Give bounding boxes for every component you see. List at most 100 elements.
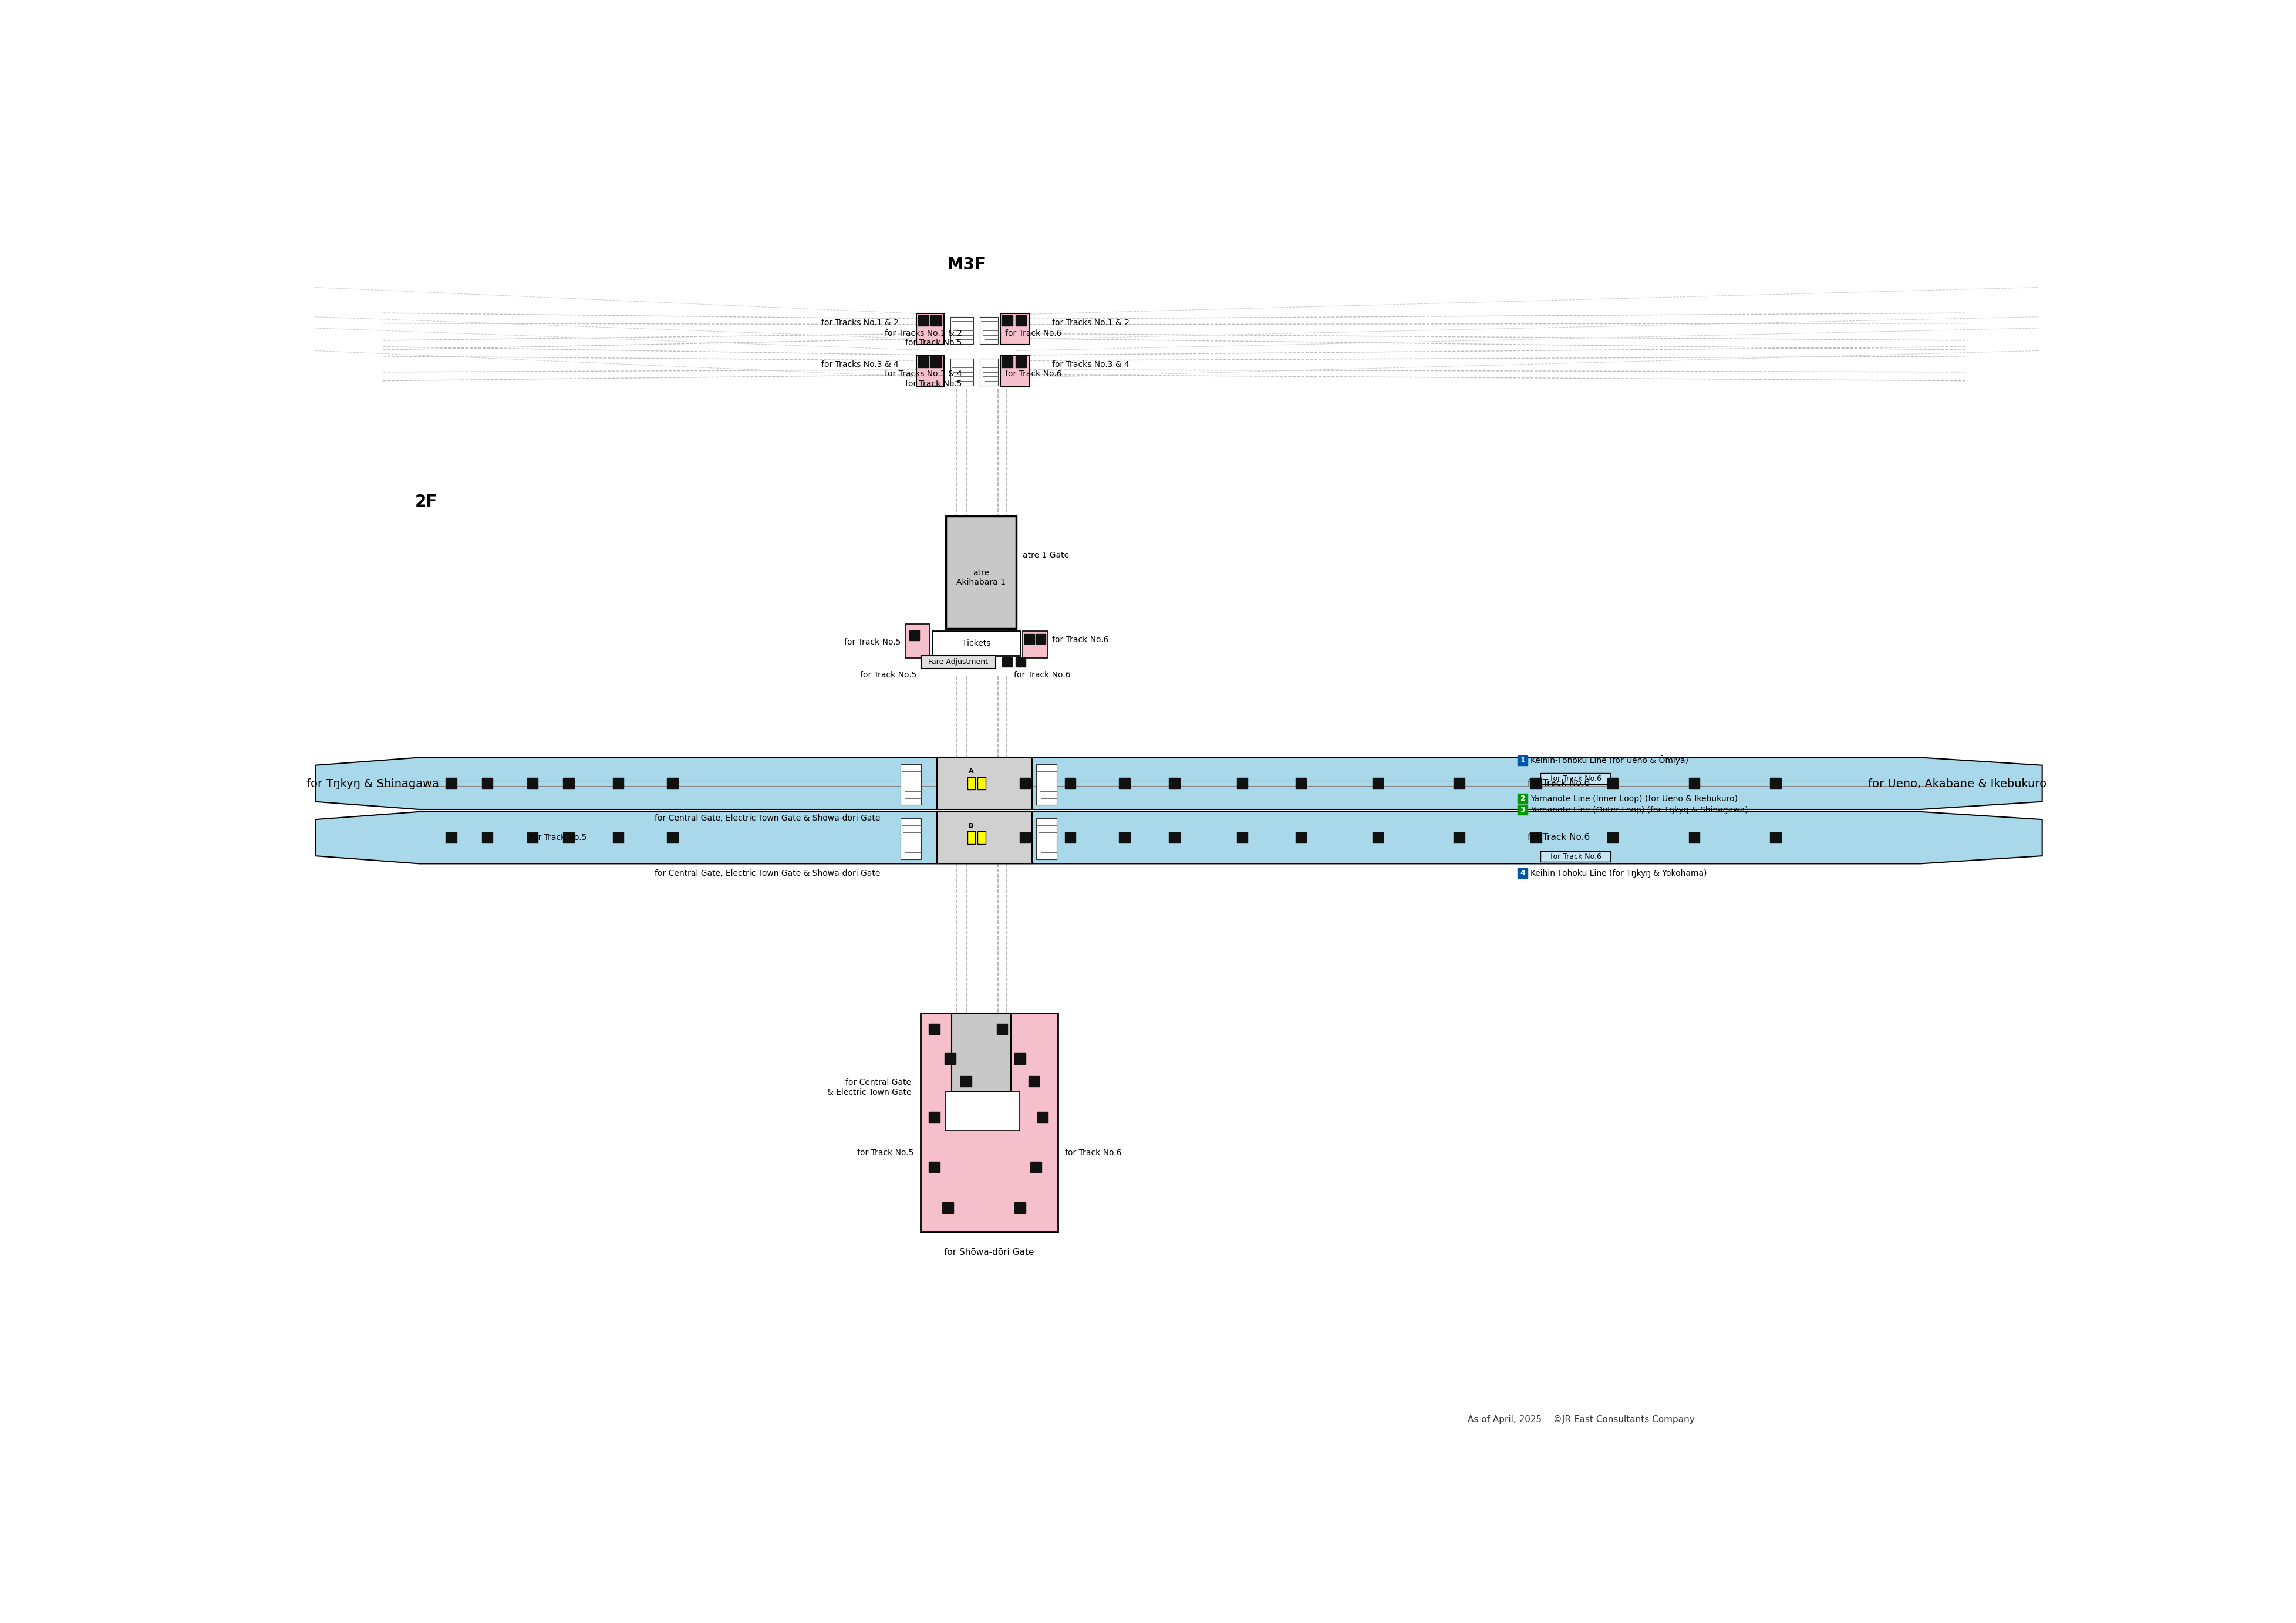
Bar: [930, 357, 941, 367]
Bar: [1035, 635, 1045, 644]
Bar: [916, 355, 944, 386]
Bar: [1015, 657, 1026, 667]
Bar: [1453, 833, 1465, 842]
Bar: [932, 631, 1019, 656]
Text: for Tracks No.3 & 4: for Tracks No.3 & 4: [822, 360, 898, 368]
Bar: [1770, 777, 1779, 789]
Text: for Shōwa-dōri Gate: for Shōwa-dōri Gate: [944, 1248, 1033, 1256]
Bar: [1518, 794, 1527, 803]
Bar: [951, 1013, 1010, 1092]
Text: M3F: M3F: [946, 256, 985, 273]
Bar: [420, 812, 1919, 863]
Bar: [978, 831, 985, 844]
Text: for Central Gate, Electric Town Gate & Shōwa-dōri Gate: for Central Gate, Electric Town Gate & S…: [654, 870, 879, 878]
Bar: [946, 516, 1015, 628]
Bar: [1024, 635, 1033, 644]
Text: for Track No.5: for Track No.5: [856, 1149, 914, 1157]
Bar: [1118, 833, 1130, 842]
Bar: [918, 357, 928, 367]
Text: for Track No.6: for Track No.6: [1006, 329, 1061, 338]
Bar: [900, 764, 921, 805]
Text: 2F: 2F: [416, 493, 436, 510]
Bar: [1015, 1053, 1026, 1065]
Polygon shape: [315, 812, 420, 863]
Bar: [1035, 818, 1056, 859]
Bar: [1118, 777, 1130, 789]
Bar: [1688, 777, 1699, 789]
Bar: [941, 1203, 953, 1212]
Bar: [1688, 833, 1699, 842]
Bar: [1529, 777, 1541, 789]
Bar: [1035, 764, 1056, 805]
Bar: [1015, 315, 1026, 326]
Text: for Tracks No.1 & 2: for Tracks No.1 & 2: [1052, 318, 1130, 326]
Bar: [1065, 833, 1075, 842]
Bar: [526, 833, 537, 842]
Bar: [482, 833, 491, 842]
Text: for Track No.6: for Track No.6: [1550, 774, 1600, 782]
Bar: [1001, 357, 1013, 367]
Polygon shape: [1919, 812, 2041, 863]
Bar: [980, 359, 999, 386]
Text: for Tracks No.3 & 4: for Tracks No.3 & 4: [1052, 360, 1130, 368]
Bar: [996, 1024, 1008, 1034]
Text: for Track No.6: for Track No.6: [1013, 670, 1070, 680]
Bar: [1065, 777, 1075, 789]
Bar: [967, 831, 976, 844]
Text: atre
Akihabara 1: atre Akihabara 1: [955, 570, 1006, 586]
Text: B: B: [969, 823, 974, 829]
Bar: [666, 777, 677, 789]
Bar: [1518, 868, 1527, 878]
Bar: [420, 758, 1919, 810]
Bar: [1029, 1076, 1038, 1086]
Bar: [1541, 850, 1609, 862]
Text: Yamanote Line (Outer Loop) (for Tŋkyŋ & Shinagawa): Yamanote Line (Outer Loop) (for Tŋkyŋ & …: [1529, 805, 1747, 815]
Text: for Tracks No.3 & 4: for Tracks No.3 & 4: [884, 370, 962, 378]
Text: 3: 3: [1520, 807, 1525, 813]
Bar: [928, 1112, 939, 1123]
Text: for Track No.6: for Track No.6: [1527, 833, 1589, 842]
Bar: [909, 630, 918, 641]
Text: for Tŋkyŋ & Shinagawa: for Tŋkyŋ & Shinagawa: [305, 779, 439, 790]
Bar: [905, 625, 930, 657]
Bar: [1001, 315, 1013, 326]
Bar: [1038, 1112, 1047, 1123]
Bar: [1373, 777, 1382, 789]
Bar: [1518, 755, 1527, 764]
Bar: [526, 777, 537, 789]
Text: for Track No.5: for Track No.5: [530, 833, 585, 842]
Bar: [1019, 777, 1031, 789]
Bar: [1015, 1203, 1026, 1212]
Bar: [445, 833, 457, 842]
Bar: [1031, 1162, 1040, 1172]
Text: A: A: [969, 769, 974, 774]
Text: for Tracks No.1 & 2: for Tracks No.1 & 2: [822, 318, 898, 326]
Bar: [613, 833, 625, 842]
Bar: [1169, 833, 1180, 842]
Bar: [1001, 657, 1013, 667]
Bar: [1373, 833, 1382, 842]
Bar: [921, 1013, 1058, 1232]
Bar: [951, 316, 974, 344]
Bar: [1770, 833, 1779, 842]
Bar: [918, 315, 928, 326]
Bar: [946, 1092, 1019, 1130]
Text: for Tracks No.1 & 2: for Tracks No.1 & 2: [884, 329, 962, 338]
Bar: [563, 777, 574, 789]
Bar: [482, 777, 491, 789]
Bar: [928, 1024, 939, 1034]
Bar: [666, 833, 677, 842]
Text: 2: 2: [1520, 795, 1525, 802]
Text: for Track No.6: for Track No.6: [1006, 370, 1061, 378]
Bar: [1001, 355, 1029, 386]
Bar: [1295, 777, 1306, 789]
Bar: [1022, 631, 1047, 657]
Bar: [1541, 773, 1609, 784]
Bar: [1607, 833, 1619, 842]
Text: Keihin-Tōhoku Line (for Tŋkyŋ & Yokohama): Keihin-Tōhoku Line (for Tŋkyŋ & Yokohama…: [1529, 868, 1706, 878]
Bar: [1019, 833, 1031, 842]
Text: for Track No.6: for Track No.6: [1550, 852, 1600, 860]
Text: for Track No.6: for Track No.6: [1065, 1149, 1120, 1157]
Bar: [937, 812, 1031, 863]
Text: 1: 1: [1520, 756, 1525, 764]
